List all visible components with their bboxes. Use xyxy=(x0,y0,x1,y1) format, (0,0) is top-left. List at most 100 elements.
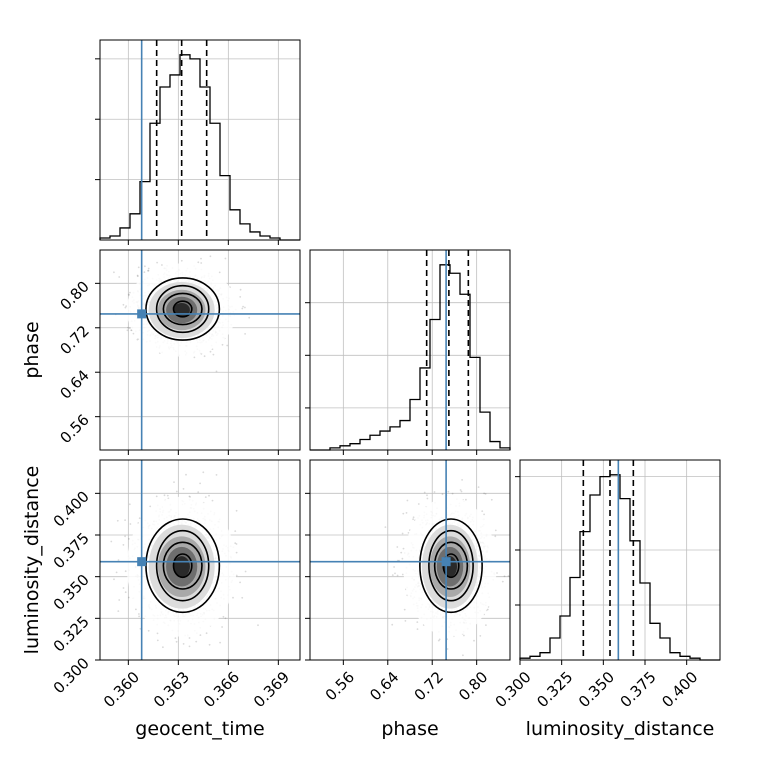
sample-point xyxy=(226,344,229,347)
sample-point xyxy=(208,643,211,646)
sample-point xyxy=(136,274,139,277)
sample-point xyxy=(147,269,149,272)
sample-point xyxy=(507,575,510,577)
sample-point xyxy=(407,532,410,534)
sample-point xyxy=(447,490,450,493)
sample-point xyxy=(462,654,464,657)
sample-point xyxy=(173,481,175,483)
sample-point xyxy=(197,491,200,493)
sample-point xyxy=(406,499,409,502)
sample-point xyxy=(235,551,238,554)
sample-point xyxy=(203,355,206,358)
sample-point xyxy=(384,526,387,528)
sample-point xyxy=(235,509,238,512)
sample-point xyxy=(200,262,203,264)
contour-line xyxy=(162,541,203,590)
sample-point xyxy=(244,333,247,335)
sample-point xyxy=(221,626,224,628)
panel-luminosity-distance-vs-phase xyxy=(305,459,511,665)
sample-point xyxy=(147,269,150,272)
sample-point xyxy=(481,510,484,512)
panel-frame xyxy=(99,249,301,451)
truth-marker xyxy=(137,309,147,319)
sample-point xyxy=(117,610,120,612)
sample-point xyxy=(124,306,127,309)
sample-point xyxy=(130,329,133,332)
histogram-step xyxy=(99,54,300,241)
sample-point xyxy=(402,547,405,550)
sample-point xyxy=(239,581,242,584)
sample-point xyxy=(124,591,127,594)
sample-point xyxy=(156,639,159,642)
panel-frame xyxy=(99,39,301,241)
sample-point xyxy=(124,535,126,538)
sample-point xyxy=(162,646,164,649)
sample-point xyxy=(215,370,218,373)
sample-point xyxy=(403,608,406,611)
sample-point xyxy=(122,587,125,589)
contour-line xyxy=(145,277,221,341)
sample-point xyxy=(110,540,113,543)
sample-point xyxy=(116,519,119,522)
sample-point xyxy=(394,572,396,575)
sample-point xyxy=(135,608,137,611)
sample-point xyxy=(174,637,177,639)
panel-geocent-time-histogram xyxy=(95,39,301,245)
sample-point xyxy=(166,494,169,497)
sample-point xyxy=(124,570,127,573)
sample-point xyxy=(242,305,245,308)
histogram-step xyxy=(310,264,511,451)
sample-point xyxy=(156,632,159,635)
sample-point xyxy=(96,318,98,320)
sample-point xyxy=(426,494,428,497)
sample-point xyxy=(248,316,251,319)
sample-point xyxy=(477,486,480,488)
panel-content xyxy=(96,250,300,450)
sample-point xyxy=(460,490,463,493)
sample-point xyxy=(459,489,462,491)
sample-point xyxy=(138,615,141,618)
sample-point xyxy=(433,491,436,493)
sample-point xyxy=(118,276,121,278)
sample-point xyxy=(155,495,158,498)
sample-point xyxy=(416,628,419,630)
sample-point xyxy=(113,271,115,274)
sample-point xyxy=(129,523,132,525)
sample-point xyxy=(118,599,121,601)
sample-point xyxy=(128,503,131,506)
sample-point xyxy=(239,288,242,291)
sample-point xyxy=(144,265,146,268)
sample-point xyxy=(113,578,115,581)
sample-point xyxy=(239,296,242,298)
sample-point xyxy=(212,353,215,356)
sample-point xyxy=(416,621,419,623)
sample-point xyxy=(451,492,454,495)
sample-point xyxy=(438,638,441,641)
sample-point xyxy=(204,496,207,498)
panel-phase-vs-geocent-time xyxy=(95,249,301,455)
sample-point xyxy=(137,266,140,269)
sample-point xyxy=(486,608,489,611)
sample-point xyxy=(396,546,399,548)
sample-point xyxy=(423,491,426,494)
sample-point xyxy=(241,596,244,599)
sample-point xyxy=(402,512,405,515)
sample-point xyxy=(490,498,493,501)
sample-point xyxy=(175,640,178,643)
sample-point xyxy=(127,293,130,296)
sample-point xyxy=(156,261,159,264)
sample-point xyxy=(127,326,129,329)
sample-point xyxy=(205,632,208,635)
sample-point xyxy=(209,255,212,258)
contour-line xyxy=(155,529,210,602)
sample-point xyxy=(202,471,205,474)
panel-luminosity-distance-vs-geocent-time xyxy=(95,459,301,665)
sample-point xyxy=(401,532,404,535)
sample-point xyxy=(200,257,202,260)
sample-point xyxy=(241,307,244,310)
sample-point xyxy=(163,494,166,497)
sample-point xyxy=(503,575,506,578)
sample-point xyxy=(138,613,140,615)
sample-point xyxy=(188,495,191,498)
sample-point xyxy=(484,493,487,495)
